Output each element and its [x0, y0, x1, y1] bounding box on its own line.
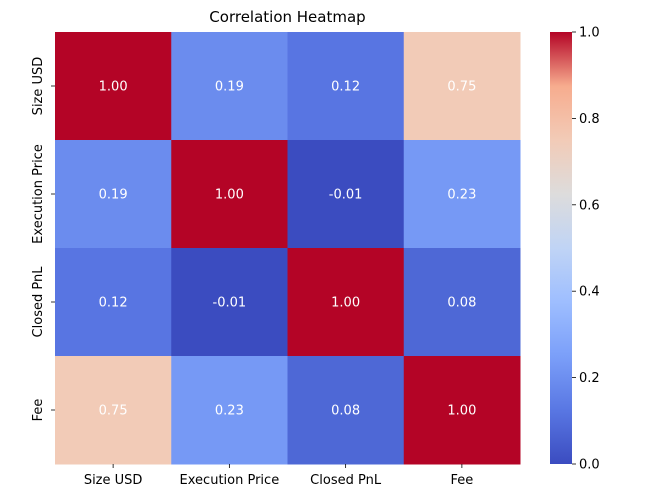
colorbar: [550, 32, 572, 464]
cell-value-label: -0.01: [213, 296, 247, 311]
heatmap-cell: [55, 32, 172, 141]
y-tick-label: Execution Price: [31, 144, 46, 244]
heatmap-cell: [403, 356, 521, 465]
cell-value-label: 1.00: [99, 80, 128, 95]
colorbar-tick-label: 1.0: [579, 26, 600, 41]
heatmap-cell: [287, 248, 405, 357]
cell-value-label: 0.08: [447, 296, 476, 311]
cell-value-label: 0.23: [215, 404, 244, 419]
heatmap-cell: [171, 356, 288, 465]
heatmap-cell: [287, 32, 405, 141]
heatmap-cell: [287, 356, 405, 465]
cell-value-label: 0.75: [447, 80, 476, 95]
y-tick-label: Size USD: [31, 57, 46, 116]
x-tick-label: Closed PnL: [310, 473, 382, 488]
heatmap-cell: [287, 140, 405, 249]
x-tick-label: Size USD: [84, 473, 143, 488]
cell-value-label: 1.00: [331, 296, 360, 311]
chart-title: Correlation Heatmap: [209, 8, 366, 26]
cell-value-label: 0.75: [99, 404, 128, 419]
heatmap-cell: [55, 140, 172, 249]
heatmap-cell: [403, 140, 521, 249]
heatmap-cell: [55, 356, 172, 465]
cell-value-label: 0.12: [99, 296, 128, 311]
x-tick-label: Fee: [450, 473, 473, 488]
cell-value-label: 0.08: [331, 404, 360, 419]
colorbar-tick-label: 0.6: [579, 198, 600, 213]
heatmap-cell: [403, 32, 521, 141]
cell-value-label: 0.23: [447, 188, 476, 203]
cell-value-label: -0.01: [329, 188, 363, 203]
cell-value-label: 0.12: [331, 80, 360, 95]
heatmap-cell: [55, 248, 172, 357]
x-tick-label: Execution Price: [180, 473, 280, 488]
cell-value-label: 0.19: [99, 188, 128, 203]
colorbar-tick-label: 0.0: [579, 458, 600, 473]
heatmap-cell: [171, 32, 288, 141]
colorbar-tick-label: 0.8: [579, 112, 600, 127]
heatmap-cell: [171, 140, 288, 249]
heatmap-cell: [403, 248, 521, 357]
heatmap-cell: [171, 248, 288, 357]
cell-value-label: 1.00: [215, 188, 244, 203]
colorbar-tick-label: 0.4: [579, 285, 600, 300]
colorbar-tick-label: 0.2: [579, 371, 600, 386]
y-tick-label: Fee: [31, 399, 46, 422]
cell-value-label: 0.19: [215, 80, 244, 95]
cell-value-label: 1.00: [447, 404, 476, 419]
y-tick-label: Closed PnL: [31, 266, 46, 338]
